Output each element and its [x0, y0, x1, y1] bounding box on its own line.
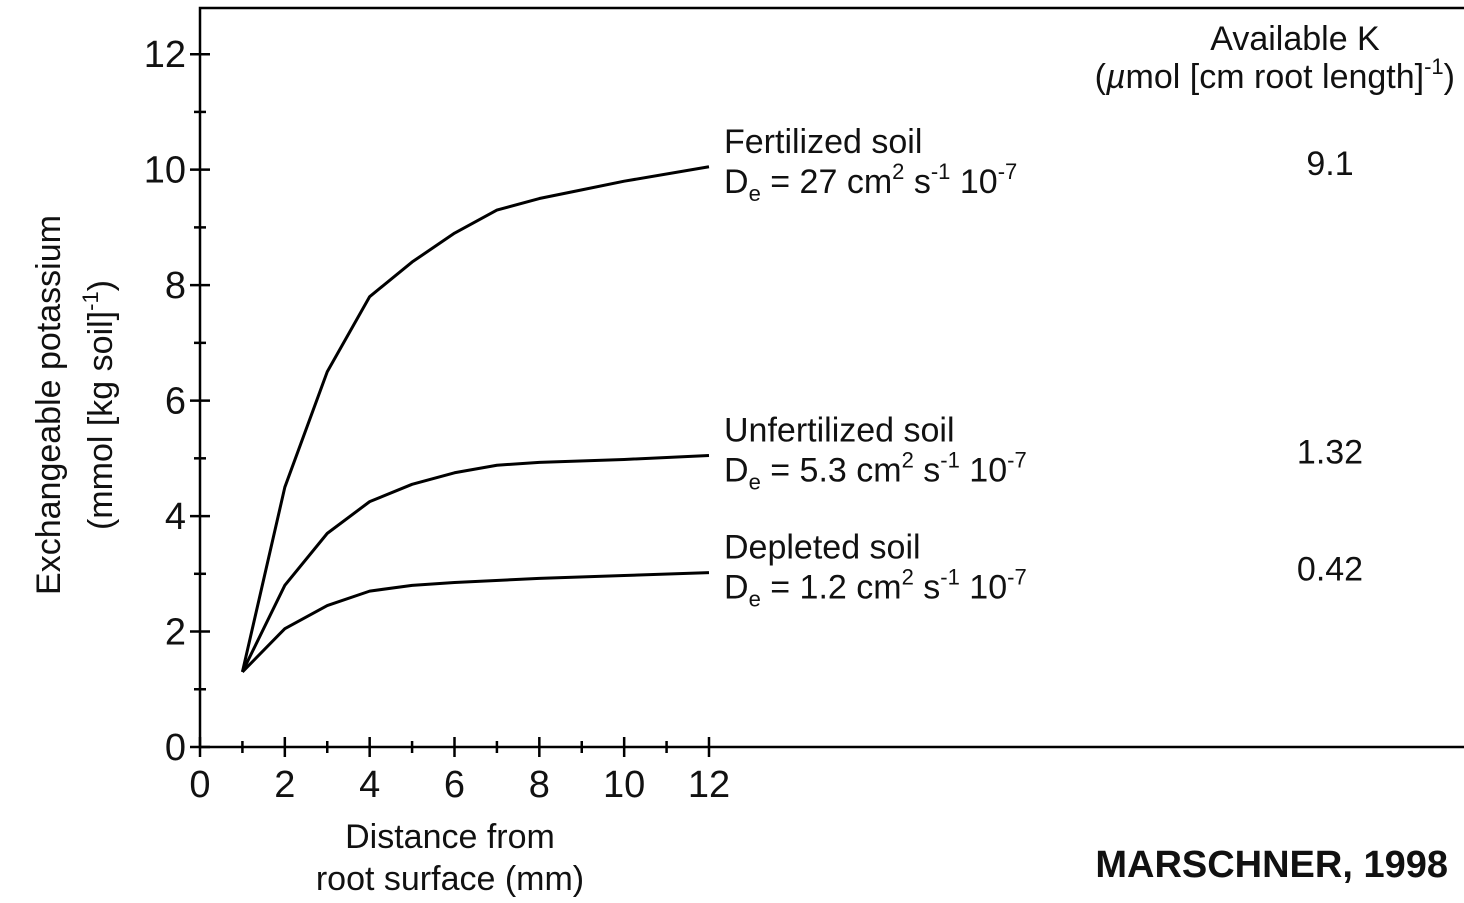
- text-part: 10: [960, 451, 1007, 489]
- text-part: s: [914, 451, 940, 489]
- x-tick-label: 10: [603, 764, 645, 806]
- text-part: µ: [1105, 58, 1126, 96]
- series-diffusion: De = 1.2 cm2 s-1 10-7: [724, 565, 1027, 612]
- available-k: 0.42: [1297, 551, 1363, 589]
- series-name: Depleted soil: [724, 529, 921, 567]
- source: MARSCHNER, 1998: [1095, 844, 1448, 886]
- x-axis-label: Distance from: [345, 818, 555, 856]
- text-part: ): [1444, 58, 1455, 96]
- text-part: = 1.2 cm: [761, 569, 902, 607]
- text-part: D: [724, 163, 749, 201]
- text-part: -1: [78, 291, 103, 311]
- available-k: 1.32: [1297, 433, 1363, 471]
- text-part: e: [749, 469, 761, 494]
- series-line: [241, 453, 710, 673]
- text-part: 2: [902, 447, 914, 472]
- x-tick-label: 8: [529, 764, 550, 806]
- y-tick-label: 12: [144, 34, 186, 76]
- k-header: Available K: [1210, 20, 1380, 58]
- series-line: [240, 165, 710, 673]
- text-part: -1: [1424, 54, 1444, 79]
- text-part: -7: [1007, 565, 1027, 590]
- text-part: (: [1095, 58, 1107, 96]
- text-part: -1: [940, 447, 960, 472]
- text-part: e: [749, 587, 761, 612]
- x-tick-label: 2: [274, 764, 295, 806]
- available-k: 9.1: [1306, 145, 1353, 183]
- y-tick-label: 6: [165, 381, 186, 423]
- series-line: [241, 571, 710, 673]
- text-part: e: [749, 181, 761, 206]
- text-part: ): [82, 280, 120, 291]
- series-diffusion: De = 27 cm2 s-1 10-7: [724, 159, 1017, 206]
- text-part: -7: [1007, 447, 1027, 472]
- x-tick-label: 6: [444, 764, 465, 806]
- x-axis-label: root surface (mm): [316, 860, 584, 898]
- plot-frame: [198, 6, 1464, 749]
- text-part: -7: [998, 159, 1018, 184]
- text-part: = 27 cm: [761, 163, 892, 201]
- x-tick-label: 0: [189, 764, 210, 806]
- y-axis-label: Exchangeable potassium: [30, 215, 68, 595]
- text-part: (mmol [kg soil]: [82, 311, 120, 530]
- text-part: mol [cm root length]: [1126, 58, 1425, 96]
- text-part: 2: [892, 159, 904, 184]
- y-tick-label: 4: [165, 496, 186, 538]
- y-tick-label: 0: [165, 727, 186, 769]
- k-header-unit: (µmol [cm root length]-1): [1095, 54, 1455, 96]
- x-tick-label: 4: [359, 764, 380, 806]
- text-part: D: [724, 451, 749, 489]
- text-part: s: [914, 569, 940, 607]
- text-part: -1: [931, 159, 951, 184]
- series-name: Unfertilized soil: [724, 411, 955, 449]
- series-diffusion: De = 5.3 cm2 s-1 10-7: [724, 447, 1027, 494]
- x-tick-label: 12: [688, 764, 730, 806]
- y-tick-label: 10: [144, 150, 186, 192]
- text-part: 10: [960, 569, 1007, 607]
- series-name: Fertilized soil: [724, 123, 922, 161]
- y-axis-label: (mmol [kg soil]-1): [78, 280, 120, 530]
- text-part: s: [904, 163, 930, 201]
- text-part: D: [724, 569, 749, 607]
- text-part: 2: [902, 565, 914, 590]
- text-part: -1: [940, 565, 960, 590]
- y-tick-label: 8: [165, 265, 186, 307]
- text-part: = 5.3 cm: [761, 451, 902, 489]
- y-tick-label: 2: [165, 612, 186, 654]
- text-part: 10: [950, 163, 997, 201]
